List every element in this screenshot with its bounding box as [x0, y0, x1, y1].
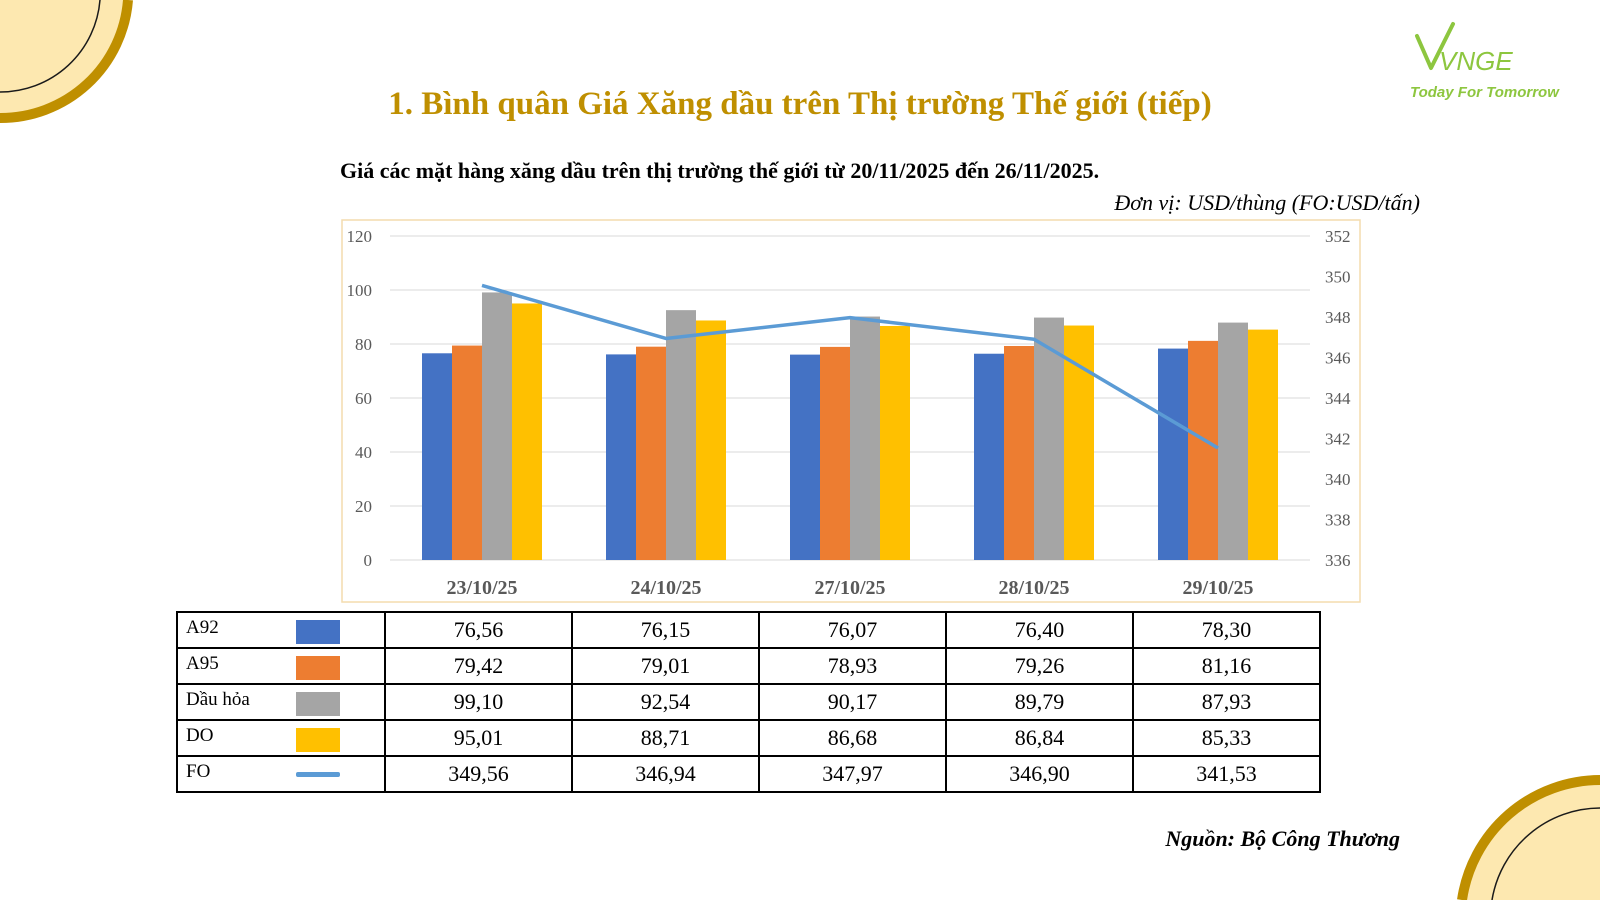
y2-tick-label: 342: [1325, 430, 1351, 449]
series-name: DO: [186, 725, 214, 746]
table-cell: 86,84: [945, 719, 1134, 757]
bar-a92: [790, 354, 820, 560]
logo-mark: VNGE: [1439, 46, 1513, 76]
legend-cell: Dầu hỏa: [176, 683, 386, 721]
y2-tick-label: 336: [1325, 551, 1351, 570]
bar-a95: [1004, 345, 1034, 560]
table-cell: 86,68: [758, 719, 947, 757]
legend-swatch: [296, 772, 340, 777]
table-cell: 76,40: [945, 611, 1134, 649]
table-cell: 76,15: [571, 611, 760, 649]
table-row: A95 79,42 79,01 78,93 79,26 81,16: [176, 647, 1321, 685]
bar-a95: [820, 346, 850, 560]
bar-a92: [422, 353, 452, 560]
legend-swatch: [296, 620, 340, 644]
logo-tagline: Today For Tomorrow: [1410, 84, 1559, 101]
fo-line-series: [481, 283, 1219, 450]
table-cell: 99,10: [384, 683, 573, 721]
bar-a95: [452, 345, 482, 560]
table-cell: 95,01: [384, 719, 573, 757]
legend-cell: DO: [176, 719, 386, 757]
bar-a95: [636, 346, 666, 560]
y2-tick-label: 350: [1325, 268, 1351, 287]
table-cell: 78,30: [1132, 611, 1321, 649]
table-cell: 78,93: [758, 647, 947, 685]
bar-do: [696, 320, 726, 560]
table-cell: 76,07: [758, 611, 947, 649]
table-cell: 79,26: [945, 647, 1134, 685]
page-title: 1. Bình quân Giá Xăng dầu trên Thị trườn…: [388, 86, 1212, 122]
series-name: A95: [186, 653, 219, 674]
legend-cell: A92: [176, 611, 386, 649]
bar-do: [512, 303, 542, 560]
legend-cell: A95: [176, 647, 386, 685]
y-tick-label: 0: [364, 551, 373, 570]
bar-dầu-hỏa: [1218, 322, 1248, 560]
table-cell: 79,01: [571, 647, 760, 685]
bar-do: [1248, 329, 1278, 560]
x-tick-label: 23/10/25: [446, 577, 517, 599]
series-name: Dầu hỏa: [186, 689, 250, 710]
table-row: Dầu hỏa 99,10 92,54 90,17 89,79 87,93: [176, 683, 1321, 721]
table-row: FO 349,56 346,94 347,97 346,90 341,53: [176, 755, 1321, 793]
bar-a92: [974, 353, 1004, 560]
legend-swatch: [296, 656, 340, 680]
y2-tick-label: 344: [1325, 389, 1351, 408]
table-cell: 88,71: [571, 719, 760, 757]
vnge-logo: VNGE: [1415, 22, 1513, 76]
table-cell: 347,97: [758, 755, 947, 793]
bar-dầu-hỏa: [666, 310, 696, 560]
y-tick-label: 80: [355, 335, 372, 354]
y2-tick-label: 348: [1325, 308, 1351, 327]
x-tick-label: 24/10/25: [630, 577, 701, 599]
chart-subtitle: Giá các mặt hàng xăng dầu trên thị trườn…: [340, 158, 1100, 183]
x-tick-label: 29/10/25: [1182, 577, 1253, 599]
y-tick-label: 100: [347, 281, 373, 300]
table-cell: 87,93: [1132, 683, 1321, 721]
y2-tick-label: 338: [1325, 511, 1351, 530]
y-tick-label: 60: [355, 389, 372, 408]
y-tick-label: 40: [355, 443, 372, 462]
table-cell: 341,53: [1132, 755, 1321, 793]
legend-cell: FO: [176, 755, 386, 793]
table-cell: 89,79: [945, 683, 1134, 721]
table-cell: 81,16: [1132, 647, 1321, 685]
bar-dầu-hỏa: [482, 292, 512, 560]
table-cell: 90,17: [758, 683, 947, 721]
legend-swatch: [296, 728, 340, 752]
legend-swatch: [296, 692, 340, 716]
series-name: FO: [186, 761, 211, 782]
table-cell: 346,90: [945, 755, 1134, 793]
y2-tick-label: 340: [1325, 470, 1351, 489]
series-name: A92: [186, 617, 219, 638]
table-row: DO 95,01 88,71 86,68 86,84 85,33: [176, 719, 1321, 757]
table-cell: 85,33: [1132, 719, 1321, 757]
bar-do: [880, 325, 910, 560]
bar-dầu-hỏa: [850, 316, 880, 560]
bar-a92: [1158, 348, 1188, 560]
bar-a92: [606, 354, 636, 560]
table-cell: 79,42: [384, 647, 573, 685]
table-cell: 349,56: [384, 755, 573, 793]
table-cell: 76,56: [384, 611, 573, 649]
bar-dầu-hỏa: [1034, 317, 1064, 560]
table-row: A92 76,56 76,15 76,07 76,40 78,30: [176, 611, 1321, 649]
table-cell: 92,54: [571, 683, 760, 721]
data-table: A92 76,56 76,15 76,07 76,40 78,30 A95 79,42 79,0…: [176, 611, 1321, 793]
x-tick-label: 28/10/25: [998, 577, 1069, 599]
y-tick-label: 120: [347, 227, 373, 246]
x-tick-label: 27/10/25: [814, 577, 885, 599]
bar-a95: [1188, 340, 1218, 560]
y2-tick-label: 346: [1325, 349, 1351, 368]
table-cell: 346,94: [571, 755, 760, 793]
y2-tick-label: 352: [1325, 227, 1351, 246]
y-tick-label: 20: [355, 497, 372, 516]
unit-note: Đơn vị: USD/thùng (FO:USD/tấn): [1114, 190, 1420, 215]
source-note: Nguồn: Bộ Công Thương: [1165, 826, 1400, 851]
